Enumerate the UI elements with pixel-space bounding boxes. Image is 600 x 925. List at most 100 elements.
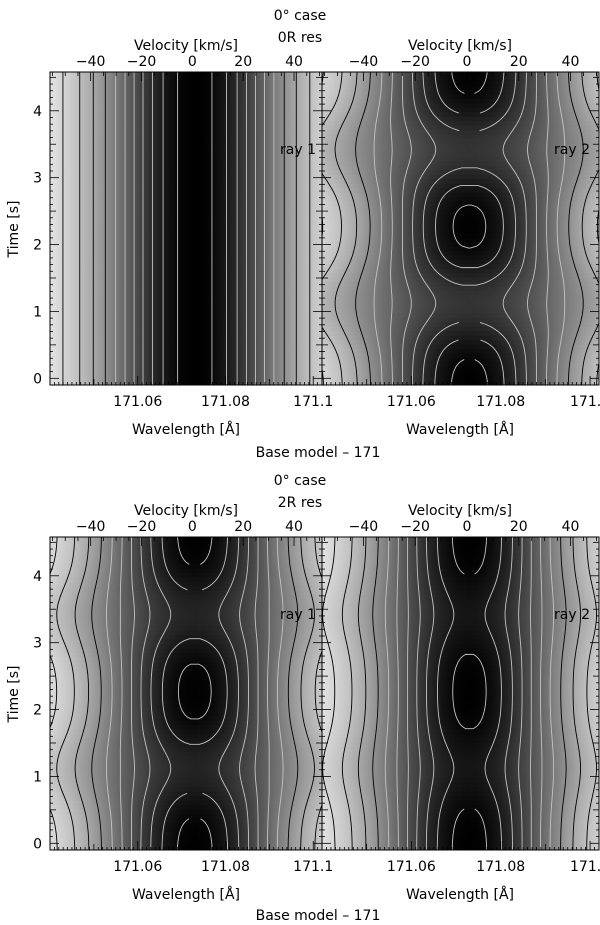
heatmap-cell: [95, 179, 98, 185]
heatmap-cell: [189, 161, 193, 167]
heatmap-cell: [77, 165, 80, 171]
heatmap-cell: [156, 85, 160, 91]
heatmap-cell: [135, 94, 138, 100]
heatmap-cell: [289, 72, 292, 78]
heatmap-cell: [253, 130, 256, 136]
heatmap-cell: [126, 103, 129, 109]
heatmap-cell: [106, 183, 109, 189]
heatmap-cell: [247, 152, 251, 158]
heatmap-cell: [280, 130, 283, 136]
heatmap-cell: [88, 192, 91, 198]
heatmap-cell: [155, 98, 158, 104]
heatmap-cell: [320, 152, 322, 158]
heatmap-cell: [309, 112, 312, 118]
heatmap-cell: [285, 174, 289, 180]
heatmap-cell: [222, 121, 225, 127]
heatmap-cell: [198, 125, 202, 131]
heatmap-cell: [254, 183, 258, 189]
heatmap-cell: [245, 152, 249, 158]
heatmap-cell: [98, 72, 102, 78]
heatmap-cell: [62, 103, 66, 109]
heatmap-cell: [155, 188, 158, 194]
heatmap-cell: [247, 125, 251, 131]
heatmap-cell: [305, 188, 309, 194]
heatmap-cell: [100, 125, 104, 131]
heatmap-cell: [231, 152, 234, 158]
heatmap-cell: [242, 170, 245, 176]
heatmap-cell: [196, 130, 200, 136]
heatmap-cell: [109, 161, 113, 167]
heatmap-cell: [69, 80, 73, 87]
heatmap-cell: [93, 152, 96, 158]
heatmap-cell: [224, 183, 227, 189]
heatmap-cell: [97, 116, 100, 122]
heatmap-cell: [182, 170, 185, 176]
heatmap-cell: [113, 183, 116, 189]
heatmap-cell: [117, 134, 120, 140]
heatmap-cell: [73, 80, 76, 87]
heatmap-cell: [202, 130, 205, 136]
heatmap-cell: [82, 197, 86, 203]
heatmap-cell: [193, 139, 196, 145]
heatmap-cell: [198, 156, 202, 163]
heatmap-cell: [115, 161, 118, 167]
heatmap-cell: [189, 125, 193, 131]
heatmap-cell: [178, 80, 182, 87]
heatmap-cell: [256, 156, 260, 163]
heatmap-cell: [155, 80, 158, 87]
heatmap-cell: [213, 156, 216, 163]
heatmap-cell: [82, 192, 86, 198]
heatmap-cell: [73, 121, 76, 127]
heatmap-cell: [253, 148, 256, 154]
heatmap-cell: [144, 165, 147, 171]
heatmap-cell: [220, 72, 223, 78]
heatmap-cell: [117, 139, 120, 145]
heatmap-cell: [265, 156, 269, 163]
heatmap-cell: [135, 76, 138, 82]
heatmap-cell: [171, 156, 174, 163]
heatmap-cell: [195, 152, 198, 158]
heatmap-cell: [236, 89, 240, 95]
heatmap-cell: [133, 121, 136, 127]
heatmap-cell: [69, 174, 73, 180]
heatmap-cell: [218, 170, 222, 176]
heatmap-cell: [84, 130, 87, 136]
heatmap-cell: [144, 85, 147, 91]
heatmap-cell: [69, 121, 73, 127]
heatmap-cell: [285, 156, 289, 163]
heatmap-cell: [283, 174, 287, 180]
heatmap-cell: [216, 94, 220, 100]
heatmap-cell: [156, 76, 160, 82]
heatmap-cell: [195, 134, 198, 140]
heatmap-cell: [280, 134, 283, 140]
heatmap-cell: [166, 76, 169, 82]
heatmap-cell: [300, 139, 303, 145]
heatmap-cell: [113, 197, 116, 203]
heatmap-cell: [307, 139, 310, 145]
heatmap-cell: [318, 165, 321, 171]
heatmap-cell: [59, 76, 62, 82]
heatmap-cell: [169, 76, 173, 82]
heatmap-cell: [124, 107, 127, 113]
heatmap-cell: [166, 170, 169, 176]
heatmap-cell: [209, 121, 212, 127]
heatmap-cell: [262, 72, 265, 78]
heatmap-cell: [296, 116, 300, 122]
heatmap-cell: [303, 80, 307, 87]
heatmap-cell: [166, 107, 169, 113]
heatmap-cell: [73, 192, 76, 198]
heatmap-cell: [118, 125, 122, 131]
heatmap-cell: [146, 121, 149, 127]
heatmap-cell: [164, 161, 167, 167]
heatmap-cell: [298, 174, 301, 180]
heatmap-cell: [200, 125, 203, 131]
heatmap-cell: [311, 170, 314, 176]
heatmap-cell: [111, 174, 115, 180]
heatmap-cell: [156, 116, 160, 122]
heatmap-cell: [193, 161, 196, 167]
heatmap-cell: [282, 85, 285, 91]
heatmap-cell: [222, 188, 225, 194]
heatmap-cell: [59, 174, 62, 180]
heatmap-cell: [225, 125, 229, 131]
heatmap-cell: [131, 161, 135, 167]
